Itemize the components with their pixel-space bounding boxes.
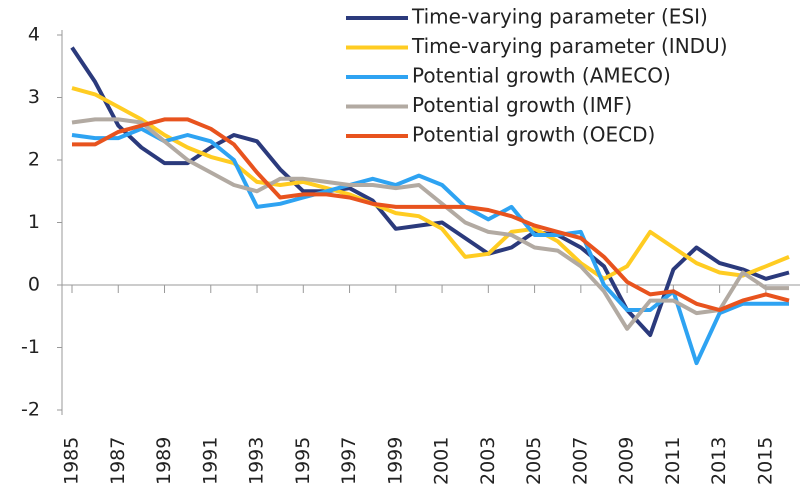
x-tick-label: 2011	[662, 437, 684, 485]
series-line	[70, 46, 790, 337]
series-line	[71, 117, 789, 331]
y-tick-label: 1	[28, 211, 40, 233]
series-line	[72, 117, 790, 312]
x-tick-label: 2013	[708, 437, 730, 485]
y-tick-label: 4	[28, 24, 40, 46]
x-tick-label: 2009	[616, 437, 638, 485]
x-tick-label: 1985	[61, 437, 83, 485]
legend: Time-varying parameter (ESI) Time-varying…	[346, 5, 728, 147]
x-tick-label: 1991	[199, 437, 221, 485]
x-tick-label: 2007	[569, 437, 591, 485]
series-line	[71, 86, 790, 281]
y-tick-label: 2	[28, 149, 40, 171]
series-line	[71, 126, 789, 366]
legend-label: Potential growth (AMECO)	[412, 64, 671, 88]
x-tick-label: 1995	[292, 437, 314, 485]
x-tick-label: 2005	[523, 437, 545, 485]
x-tick-label: 2015	[754, 437, 776, 485]
y-tick-label: 0	[28, 274, 40, 296]
x-tick-label: 2001	[431, 437, 453, 485]
x-tick-label: 1999	[384, 437, 406, 485]
x-tick-label: 1993	[246, 437, 268, 485]
legend-label: Time-varying parameter (INDU)	[411, 34, 728, 58]
x-tick-label: 1989	[153, 437, 175, 485]
legend-label: Potential growth (IMF)	[412, 93, 632, 117]
y-tick-label: -2	[21, 399, 40, 421]
legend-label: Potential growth (OECD)	[412, 123, 655, 147]
legend-label: Time-varying parameter (ESI)	[411, 5, 708, 29]
y-tick-label: -1	[21, 336, 40, 358]
x-tick-label: 2003	[477, 437, 499, 485]
x-tick-label: 1997	[338, 437, 360, 485]
x-tick-label: 1987	[107, 437, 129, 485]
y-tick-label: 3	[28, 86, 40, 108]
